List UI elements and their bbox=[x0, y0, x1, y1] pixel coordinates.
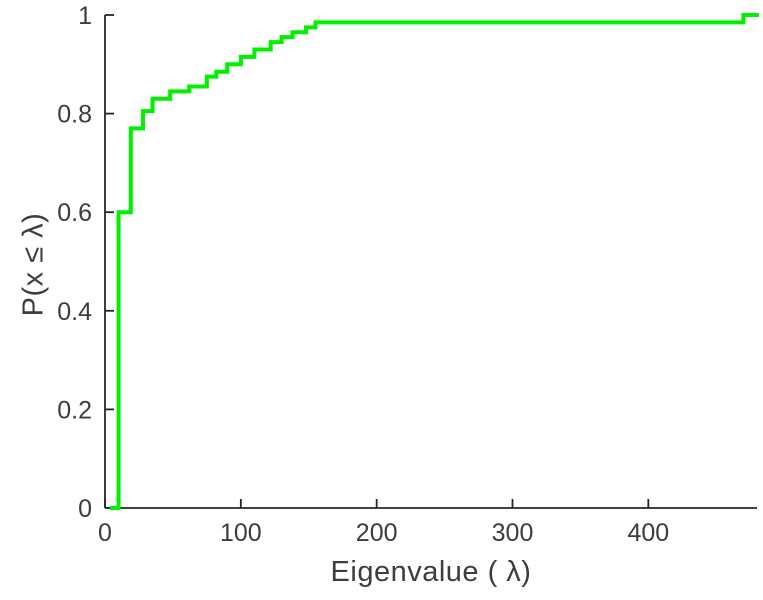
y-axis-label: P(x ≤ λ) bbox=[17, 212, 50, 317]
x-tick-label: 200 bbox=[356, 519, 398, 547]
y-tick-label: 0 bbox=[78, 495, 92, 523]
x-tick-label: 300 bbox=[492, 519, 534, 547]
y-tick-label: 0.2 bbox=[57, 396, 92, 424]
y-tick-label: 0.4 bbox=[57, 298, 92, 326]
y-tick-label: 1 bbox=[78, 2, 92, 30]
x-tick-label: 400 bbox=[627, 519, 669, 547]
y-tick-label: 0.8 bbox=[57, 101, 92, 129]
x-tick-label: 0 bbox=[98, 519, 112, 547]
ecdf-step-line bbox=[109, 13, 759, 510]
y-tick-label: 0.6 bbox=[57, 199, 92, 227]
x-tick-label: 100 bbox=[220, 519, 262, 547]
x-axis-label: Eigenvalue ( λ) bbox=[330, 556, 532, 588]
